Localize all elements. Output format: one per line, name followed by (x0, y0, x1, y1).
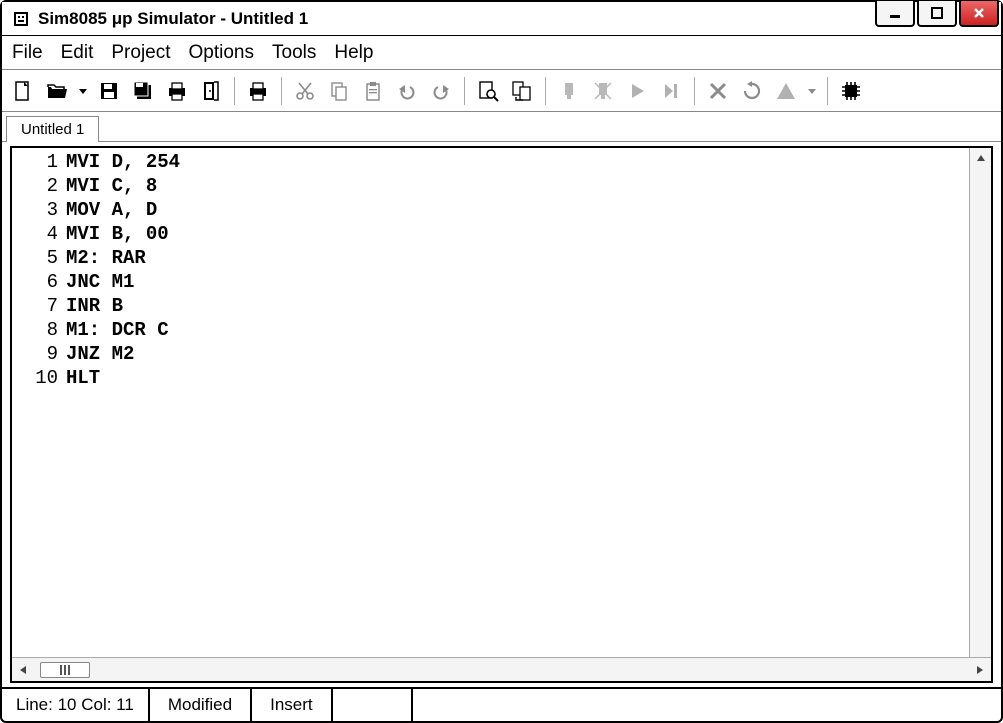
toolbar-separator (464, 77, 465, 105)
line-number: 5 (12, 247, 66, 269)
horizontal-scrollbar[interactable] (12, 657, 991, 681)
title-bar: Sim8085 μp Simulator - Untitled 1 (2, 2, 1001, 36)
print-setup-icon[interactable] (162, 76, 192, 106)
redo-icon (426, 76, 456, 106)
line-text: MVI C, 8 (66, 175, 157, 197)
save-icon[interactable] (94, 76, 124, 106)
exit-icon[interactable] (196, 76, 226, 106)
menu-options[interactable]: Options (189, 42, 254, 64)
code-area[interactable]: 1MVI D, 2542MVI C, 83MOV A, D4MVI B, 005… (12, 148, 969, 657)
code-line[interactable]: 10HLT (12, 366, 969, 390)
scroll-right-icon[interactable] (969, 658, 991, 681)
replace-icon[interactable] (507, 76, 537, 106)
menu-file[interactable]: File (12, 42, 43, 64)
undo-icon (392, 76, 422, 106)
line-text: MOV A, D (66, 199, 157, 221)
scroll-up-icon[interactable] (970, 148, 991, 168)
assemble-icon (771, 76, 801, 106)
paste-icon (358, 76, 388, 106)
status-empty-2 (413, 689, 1001, 721)
editor: 1MVI D, 2542MVI C, 83MOV A, D4MVI B, 005… (10, 146, 993, 683)
menu-edit[interactable]: Edit (61, 42, 94, 64)
toolbar-separator (545, 77, 546, 105)
scroll-left-icon[interactable] (12, 658, 34, 681)
line-number: 8 (12, 319, 66, 341)
code-line[interactable]: 3MOV A, D (12, 198, 969, 222)
open-file-dropdown-icon[interactable] (76, 76, 90, 106)
clear-breakpoints-icon (588, 76, 618, 106)
save-all-icon[interactable] (128, 76, 158, 106)
toolbar-separator (234, 77, 235, 105)
window-title: Sim8085 μp Simulator - Untitled 1 (38, 9, 308, 29)
tab-strip: Untitled 1 (2, 112, 1001, 142)
line-text: JNC M1 (66, 271, 134, 293)
line-number: 7 (12, 295, 66, 317)
code-line[interactable]: 1MVI D, 254 (12, 150, 969, 174)
line-text: M1: DCR C (66, 319, 169, 341)
toolbar (2, 70, 1001, 112)
maximize-button[interactable] (917, 1, 957, 27)
menu-project[interactable]: Project (111, 42, 170, 64)
code-line[interactable]: 6JNC M1 (12, 270, 969, 294)
cut-icon (290, 76, 320, 106)
line-number: 6 (12, 271, 66, 293)
chip-view-icon[interactable] (836, 76, 866, 106)
toolbar-separator (694, 77, 695, 105)
close-button[interactable] (959, 1, 999, 27)
line-number: 9 (12, 343, 66, 365)
reset-icon (737, 76, 767, 106)
line-number: 1 (12, 151, 66, 173)
line-text: HLT (66, 367, 100, 389)
status-position: Line: 10 Col: 11 (2, 689, 150, 721)
run-icon (622, 76, 652, 106)
line-number: 3 (12, 199, 66, 221)
code-line[interactable]: 7INR B (12, 294, 969, 318)
menu-bar: File Edit Project Options Tools Help (2, 36, 1001, 70)
line-text: MVI D, 254 (66, 151, 180, 173)
tab-untitled[interactable]: Untitled 1 (6, 116, 99, 142)
code-line[interactable]: 8M1: DCR C (12, 318, 969, 342)
line-text: JNZ M2 (66, 343, 134, 365)
status-insert-mode: Insert (252, 689, 333, 721)
toolbar-separator (827, 77, 828, 105)
print-icon[interactable] (243, 76, 273, 106)
stop-icon (703, 76, 733, 106)
status-empty-1 (333, 689, 413, 721)
line-text: INR B (66, 295, 123, 317)
step-icon (656, 76, 686, 106)
code-line[interactable]: 2MVI C, 8 (12, 174, 969, 198)
code-line[interactable]: 4MVI B, 00 (12, 222, 969, 246)
status-bar: Line: 10 Col: 11 Modified Insert (2, 687, 1001, 721)
line-number: 2 (12, 175, 66, 197)
line-number: 10 (12, 367, 66, 389)
status-modified: Modified (150, 689, 252, 721)
copy-icon (324, 76, 354, 106)
line-text: MVI B, 00 (66, 223, 169, 245)
assemble-dropdown-icon (805, 76, 819, 106)
find-icon[interactable] (473, 76, 503, 106)
code-line[interactable]: 9JNZ M2 (12, 342, 969, 366)
line-number: 4 (12, 223, 66, 245)
window-controls (875, 2, 1001, 35)
open-file-icon[interactable] (42, 76, 72, 106)
line-text: M2: RAR (66, 247, 146, 269)
scroll-thumb[interactable] (40, 662, 90, 678)
code-line[interactable]: 5M2: RAR (12, 246, 969, 270)
menu-help[interactable]: Help (334, 42, 373, 64)
app-icon (10, 8, 32, 30)
minimize-button[interactable] (875, 1, 915, 27)
vertical-scrollbar[interactable] (969, 148, 991, 657)
toolbar-separator (281, 77, 282, 105)
toggle-breakpoint-icon (554, 76, 584, 106)
new-file-icon[interactable] (8, 76, 38, 106)
menu-tools[interactable]: Tools (272, 42, 316, 64)
